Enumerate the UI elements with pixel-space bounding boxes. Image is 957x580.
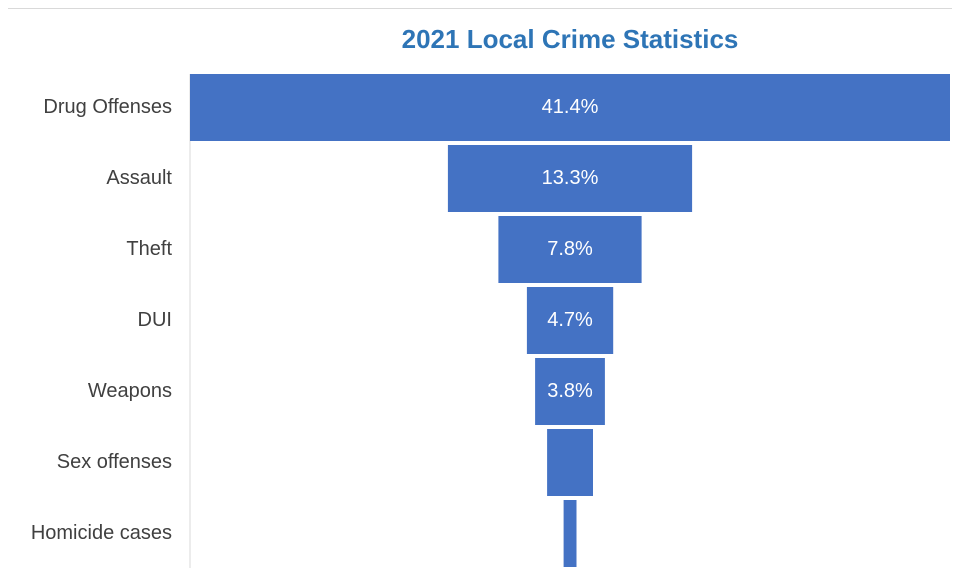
funnel-bar	[563, 500, 577, 567]
category-label: Theft	[126, 238, 172, 260]
funnel-bar	[190, 74, 950, 141]
funnel-bar	[447, 145, 693, 212]
category-label: Drug Offenses	[43, 96, 172, 118]
data-label: 3.8%	[547, 380, 593, 402]
funnel-bar	[526, 287, 614, 354]
funnel-bar	[547, 429, 593, 496]
bars-layer	[190, 74, 950, 567]
data-label: 41.4%	[542, 96, 599, 118]
data-label: 7.8%	[547, 238, 593, 260]
chart-frame	[8, 8, 952, 576]
funnel-bar	[535, 358, 605, 425]
category-label: Assault	[106, 167, 172, 189]
data-label: 4.7%	[547, 309, 593, 331]
chart-title: 2021 Local Crime Statistics	[401, 24, 739, 54]
category-label: Sex offenses	[57, 451, 172, 473]
data-label: 13.3%	[542, 167, 599, 189]
labels-layer: Drug Offenses 41.4% Assault 13.3% Theft 7.8% D…	[31, 96, 599, 544]
category-label: Weapons	[88, 380, 172, 402]
funnel-bar	[498, 216, 642, 283]
category-label: Homicide cases	[31, 522, 172, 544]
category-label: DUI	[138, 309, 172, 331]
